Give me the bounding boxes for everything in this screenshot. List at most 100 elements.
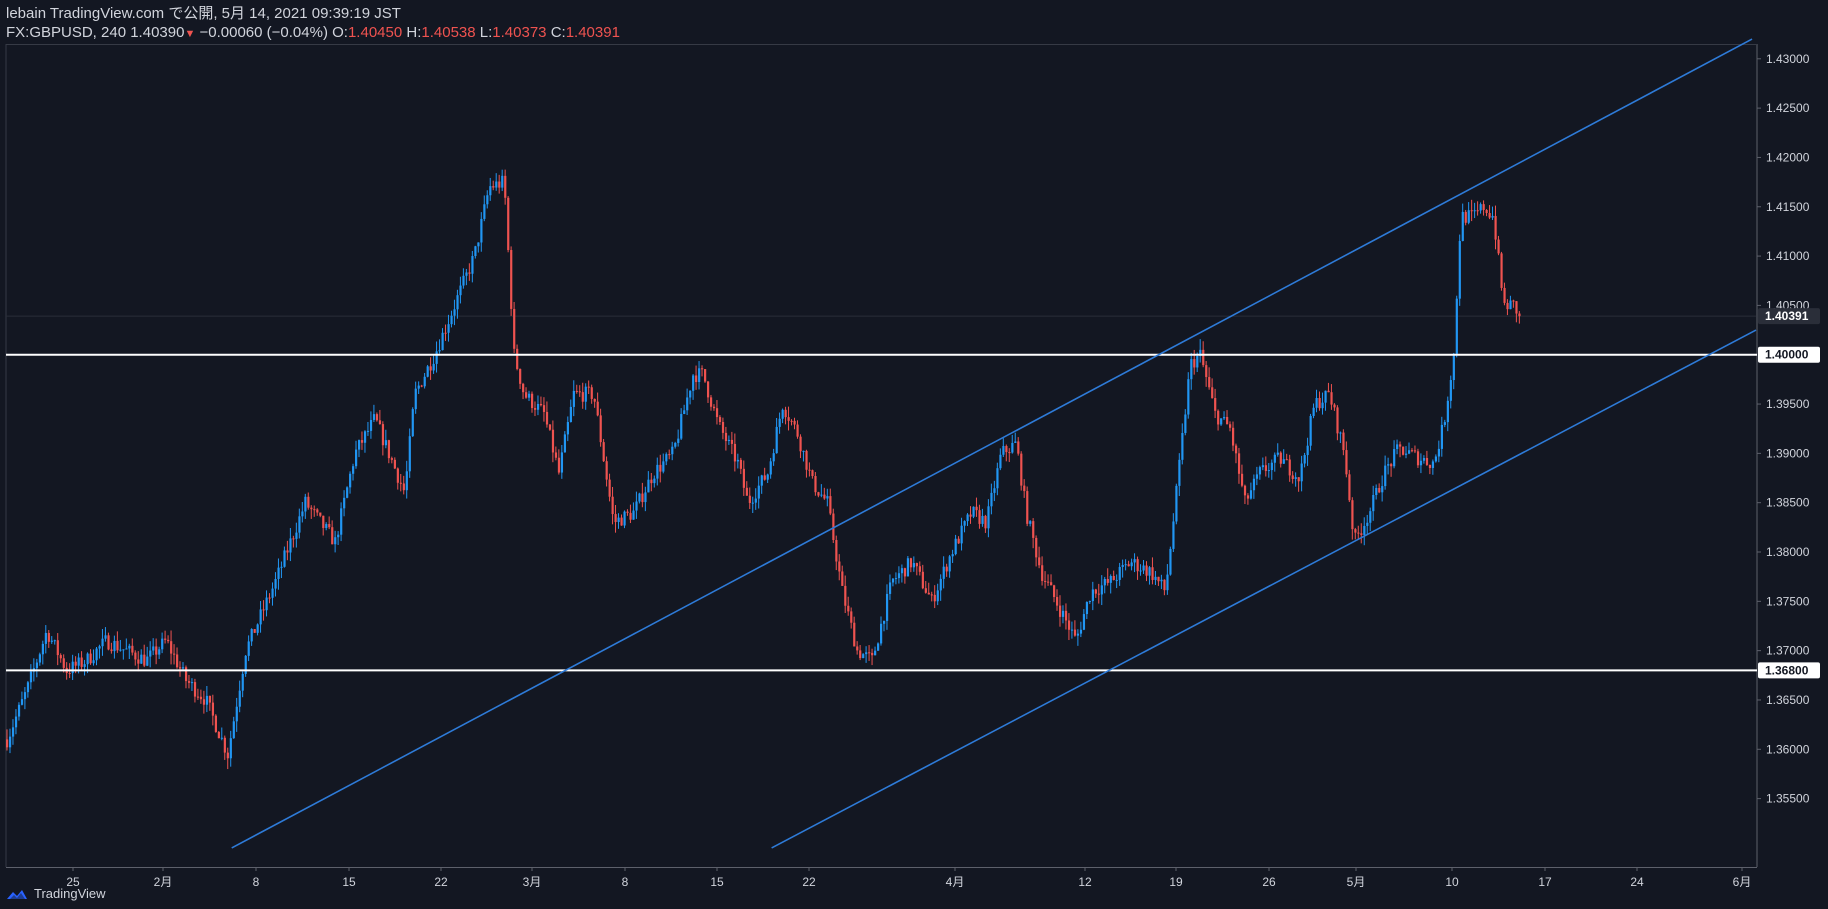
- symbol-label[interactable]: FX:GBPUSD, 240: [6, 24, 127, 41]
- candle-up: [1312, 407, 1315, 416]
- candle-up: [128, 645, 131, 649]
- candle-up: [644, 492, 647, 503]
- price-tick-label: 1.39000: [1766, 446, 1810, 460]
- candle-up: [751, 502, 754, 504]
- candle-down: [1005, 446, 1008, 453]
- candle-down: [629, 512, 632, 520]
- candle-down: [1237, 453, 1241, 474]
- candle-down: [721, 421, 725, 433]
- candle-up: [411, 409, 414, 437]
- candle-up: [181, 667, 185, 669]
- time-tick-label: 4月: [946, 875, 965, 889]
- candle-up: [334, 537, 337, 545]
- time-tick-label: 3月: [523, 875, 542, 889]
- candle-down: [847, 605, 850, 612]
- candle-down: [626, 511, 629, 513]
- candle-down: [608, 479, 611, 497]
- candle-down: [170, 641, 173, 654]
- candle-down: [596, 401, 599, 416]
- channel-trend-line[interactable]: [231, 38, 1753, 849]
- candle-up: [1437, 448, 1441, 457]
- candle-down: [378, 420, 382, 425]
- candle-down: [933, 594, 936, 602]
- candle-down: [1476, 210, 1479, 212]
- candle-up: [343, 497, 346, 509]
- candle-down: [1279, 452, 1282, 464]
- candle-down: [811, 470, 814, 477]
- candle-up: [283, 550, 286, 567]
- candle-down: [134, 652, 137, 660]
- candle-up: [41, 643, 44, 655]
- candle-up: [653, 478, 656, 484]
- candle-up: [569, 406, 572, 423]
- candle-down: [704, 369, 707, 382]
- candle-down: [745, 487, 748, 496]
- candle-up: [83, 664, 86, 667]
- candle-up: [53, 640, 56, 642]
- candle-up: [92, 660, 95, 664]
- candle-up: [632, 510, 635, 520]
- candle-up: [1458, 240, 1461, 299]
- time-tick-label: 15: [710, 875, 724, 889]
- candle-up: [372, 414, 376, 420]
- candle-up: [647, 479, 650, 493]
- candle-down: [1416, 451, 1420, 466]
- candle-up: [1315, 397, 1318, 408]
- candle-down: [709, 397, 713, 407]
- candle-up: [1282, 459, 1285, 464]
- candle-up: [1363, 525, 1366, 535]
- candle-down: [927, 592, 930, 595]
- candle-up: [1479, 204, 1482, 211]
- candle-down: [1058, 605, 1062, 617]
- candle-up: [149, 650, 152, 657]
- candle-down: [984, 515, 987, 529]
- candle-up: [113, 640, 116, 652]
- candle-down: [1351, 500, 1354, 530]
- candle-down: [47, 632, 50, 642]
- candle-down: [116, 640, 119, 651]
- candle-down: [390, 458, 394, 460]
- footer-brand[interactable]: TradingView: [34, 886, 106, 901]
- candle-up: [1321, 402, 1324, 409]
- candle-up: [71, 661, 74, 674]
- last-price: 1.40390: [130, 24, 185, 41]
- channel-trend-line[interactable]: [771, 329, 1757, 849]
- candle-down: [832, 513, 835, 541]
- candle-up: [11, 727, 15, 737]
- candle-up: [1267, 470, 1270, 472]
- candle-up: [1076, 633, 1080, 636]
- chart-header: lebain TradingView.com で公開, 5月 14, 2021 …: [6, 4, 620, 42]
- candle-up: [563, 434, 567, 453]
- candle-down: [1506, 302, 1509, 310]
- candle-down: [1503, 287, 1506, 303]
- candle-down: [602, 442, 605, 462]
- level-price-badge: [1758, 346, 1820, 363]
- level-price-label: 1.36800: [1765, 663, 1809, 677]
- current-price-badge: [1758, 308, 1820, 325]
- candle-down: [918, 566, 921, 572]
- candle-down: [1163, 579, 1166, 591]
- candle-down: [1038, 557, 1041, 566]
- time-tick-label: 12: [1078, 875, 1092, 889]
- time-tick-label: 5月: [1347, 875, 1366, 889]
- time-tick-label: 17: [1538, 875, 1552, 889]
- candle-up: [1085, 602, 1089, 615]
- candle-down: [179, 667, 182, 669]
- candle-down: [868, 652, 871, 654]
- candle-down: [1208, 377, 1211, 388]
- candle-down: [969, 514, 972, 517]
- time-tick-label: 2月: [154, 875, 173, 889]
- candle-down: [1240, 473, 1244, 486]
- candle-up: [951, 554, 954, 557]
- candle-up: [781, 409, 784, 419]
- candle-down: [978, 510, 981, 524]
- high-value: 1.40538: [421, 24, 476, 41]
- price-tick-label: 1.41000: [1766, 249, 1810, 263]
- candle-down: [1157, 576, 1160, 582]
- candle-up: [1121, 564, 1124, 567]
- candle-down: [381, 424, 385, 446]
- candle-up: [1372, 495, 1375, 512]
- candle-up: [665, 454, 668, 462]
- candle-down: [399, 482, 402, 484]
